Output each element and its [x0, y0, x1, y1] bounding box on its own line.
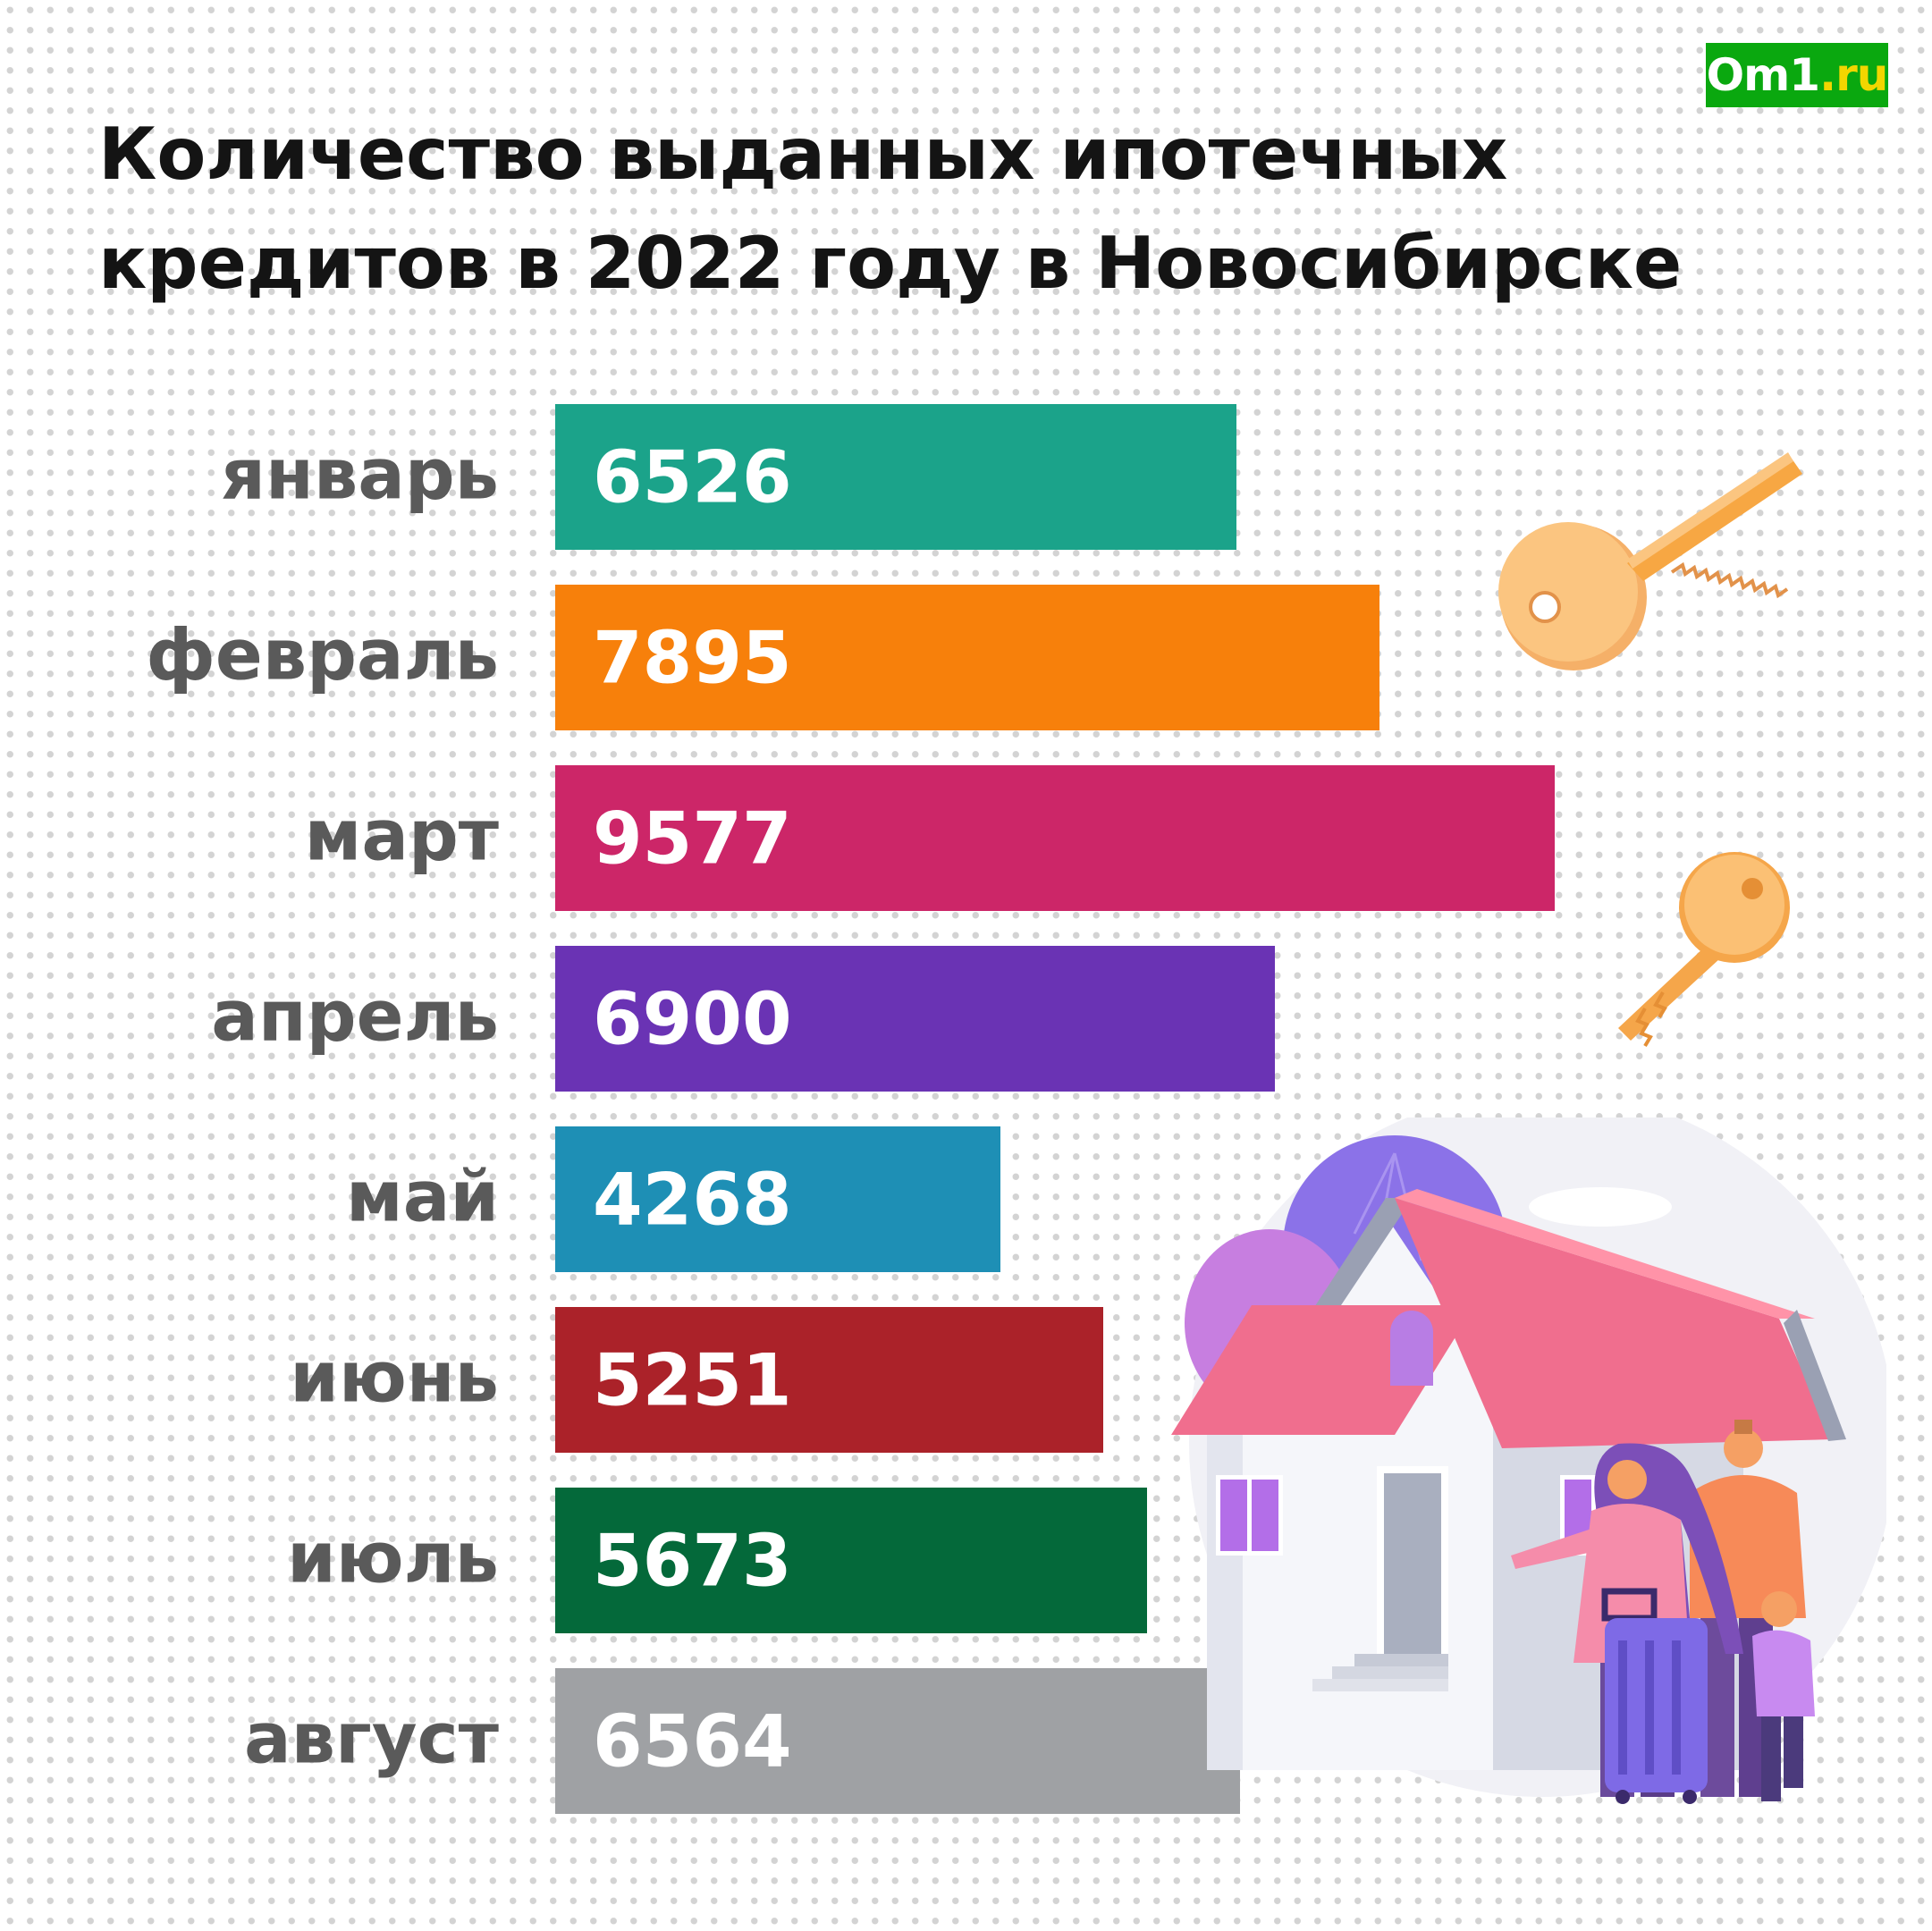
logo-text: Om1: [1706, 49, 1820, 101]
value-label: 6900: [593, 978, 792, 1061]
key-icon: [1498, 452, 1802, 670]
om1-logo: Om1.ru: [1706, 43, 1888, 107]
house-family-illustration: [1171, 1117, 1886, 1804]
bar-5: [555, 1126, 1000, 1272]
category-label: июнь: [290, 1338, 499, 1419]
bar-7: [555, 1488, 1147, 1633]
category-label: апрель: [211, 977, 499, 1058]
bar-2: [555, 585, 1379, 730]
value-label: 5251: [593, 1339, 792, 1422]
key-icon: [1618, 852, 1790, 1048]
value-label: 9577: [593, 797, 792, 881]
category-label: март: [305, 797, 499, 877]
category-label: июль: [287, 1519, 499, 1599]
bar-6: [555, 1307, 1103, 1453]
value-label: 4268: [593, 1159, 792, 1242]
value-label: 6564: [593, 1700, 792, 1783]
bar-8: [555, 1668, 1240, 1814]
category-label: май: [346, 1158, 499, 1238]
value-label: 5673: [593, 1520, 792, 1603]
logo-accent: .ru: [1819, 49, 1888, 101]
bar-4: [555, 946, 1275, 1092]
value-label: 7895: [593, 617, 792, 700]
category-label: август: [244, 1699, 499, 1780]
bar-1: [555, 404, 1236, 550]
chart-title: Количество выданных ипотечных кредитов в…: [98, 113, 1683, 305]
category-label: февраль: [146, 616, 499, 696]
category-label: январь: [221, 435, 499, 516]
value-label: 6526: [593, 436, 792, 519]
bar-3: [555, 765, 1555, 911]
